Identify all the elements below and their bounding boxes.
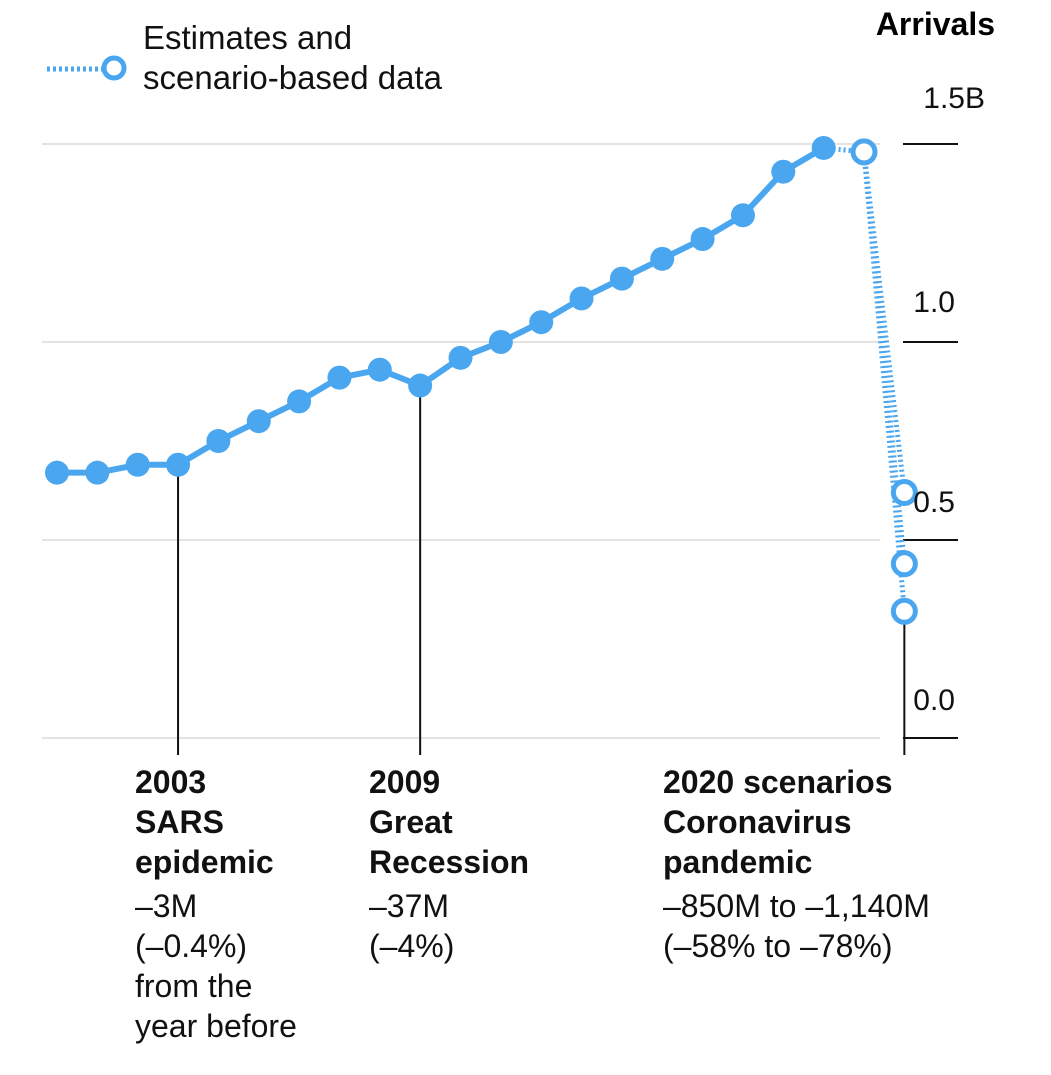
data-point [569,286,594,311]
event-great-recession-detail-line: –37M [369,888,450,924]
event-coronavirus-title-line: Coronavirus [663,804,852,840]
gridlines [42,143,958,739]
data-point [166,452,191,477]
y-tick-label-0-5: 0.5 [913,486,955,519]
legend-label-line-2: scenario-based data [143,59,443,96]
annotation-leader-lines [177,385,906,755]
actual-arrivals-line [57,145,826,476]
event-sars-detail-line: –3M [135,888,198,924]
data-point [45,460,69,485]
event-great-recession: 2009 Great Recession –37M (–4%) [369,762,529,966]
event-sars-title-line: SARS [135,804,224,840]
legend-label: Estimates and scenario-based data [143,18,523,98]
y-axis-title: Arrivals [875,6,995,42]
data-point [448,345,473,370]
data-point [650,246,675,271]
data-point [327,365,352,390]
event-sars-title-line: 2003 [135,764,207,800]
data-point [771,159,796,184]
event-great-recession-title-line: Great [369,804,453,840]
event-coronavirus-title-line: 2020 scenarios [663,764,893,800]
event-coronavirus-detail: –850M to –1,140M (–58% to –78%) [663,886,930,966]
scenario-data-point [890,597,918,625]
event-great-recession-title-line: Recession [369,844,530,880]
data-point [609,266,634,291]
data-point [246,409,271,434]
event-great-recession-title-line: 2009 [369,764,441,800]
event-sars-title: 2003 SARS epidemic [135,762,297,882]
event-sars-title-line: epidemic [135,844,274,880]
data-point [690,227,715,252]
y-tick-label-1-5: 1.5B [923,82,985,115]
event-coronavirus-detail-line: –850M to –1,140M [663,888,930,924]
data-point [730,203,755,228]
data-series [45,135,918,625]
event-coronavirus-title-line: pandemic [663,844,813,880]
event-great-recession-detail-line: (–4%) [369,928,455,964]
legend-key [47,55,127,81]
event-great-recession-title: 2009 Great Recession [369,762,529,882]
data-point [85,460,110,485]
data-point [488,330,513,354]
scenario-line-segment-1 [861,151,907,493]
data-point [206,429,231,453]
event-sars-detail: –3M (–0.4%) from the year before [135,886,297,1046]
event-sars: 2003 SARS epidemic –3M (–0.4%) from the … [135,762,297,1046]
event-sars-detail-line: from the [135,968,253,1004]
legend-hollow-marker [101,55,127,81]
data-point [811,135,836,160]
event-sars-detail-line: (–0.4%) [135,928,248,964]
y-tick-label-0: 0.0 [913,684,955,717]
scenario-data-point [890,550,918,578]
event-coronavirus: 2020 scenarios Coronavirus pandemic –850… [663,762,930,966]
event-coronavirus-detail-line: (–58% to –78%) [663,928,893,964]
event-great-recession-detail: –37M (–4%) [369,886,529,966]
y-tick-label-1-0: 1.0 [913,286,955,319]
data-point [125,452,150,477]
scenario-data-point [850,138,878,166]
event-coronavirus-title: 2020 scenarios Coronavirus pandemic [663,762,930,882]
event-sars-detail-line: year before [135,1008,297,1044]
legend-label-line-1: Estimates and [143,19,353,56]
scenario-line-segment-3 [861,151,907,612]
data-point [408,373,433,398]
data-point [367,357,392,382]
data-point [529,310,554,335]
data-point [287,389,312,414]
scenario-data-point [890,478,918,506]
